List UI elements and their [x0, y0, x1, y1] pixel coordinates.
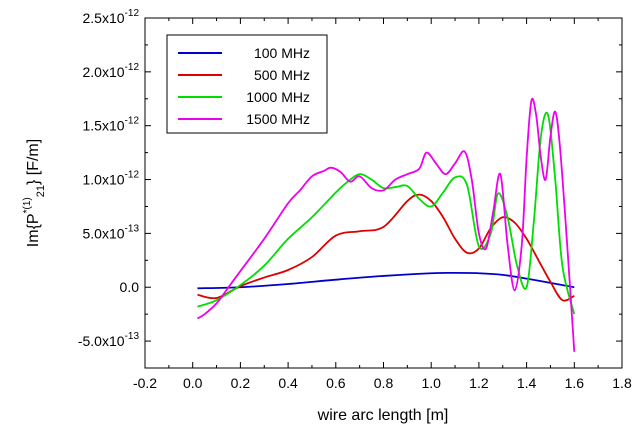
- tick-layer: -0.2 0.0 0.2 0.4 0.6 0.8 1.0 1.2 1.4 1.6 1.8 -5.0x1…: [78, 8, 632, 391]
- x-tick-label: 0.4: [278, 375, 298, 391]
- y-tick-label: 1.0x10-12: [83, 170, 140, 188]
- x-tick-label: 1.8: [612, 375, 632, 391]
- y-axis-title: Im{P*(1)21} [F/m]: [22, 139, 47, 247]
- x-tick-label: 0.6: [326, 375, 346, 391]
- y-axis-title-sub: 21: [35, 185, 47, 197]
- x-tick-label: -0.2: [133, 375, 157, 391]
- series-line-1000-mhz: [197, 111, 576, 315]
- x-tick-label: 1.6: [565, 375, 585, 391]
- y-tick-label: 2.5x10-12: [83, 8, 140, 26]
- y-axis-title-base: Im{P: [25, 213, 42, 247]
- legend-box: [166, 34, 328, 134]
- y-tick-label: 2.0x10-12: [83, 62, 140, 80]
- x-tick-label: 1.2: [469, 375, 489, 391]
- y-tick-label: 5.0x10-13: [83, 223, 140, 241]
- legend: 100 MHz 500 MHz 1000 MHz 1500 MHz: [166, 34, 328, 134]
- y-axis-title-tail: } [F/m]: [25, 139, 42, 185]
- legend-label: 100 MHz: [254, 45, 310, 61]
- series-line-1500-mhz: [197, 97, 576, 352]
- x-tick-label: 1.4: [517, 375, 537, 391]
- y-tick-label: 1.5x10-12: [83, 116, 140, 134]
- x-tick-label: 0.0: [183, 375, 203, 391]
- x-tick-label: 0.8: [374, 375, 394, 391]
- x-tick-label: 1.0: [421, 375, 441, 391]
- y-tick-label: -5.0x10-13: [78, 331, 140, 349]
- y-tick-label: 0.0: [120, 279, 140, 295]
- series-line-500-mhz: [197, 193, 575, 302]
- x-tick-label: 0.2: [231, 375, 251, 391]
- legend-label: 1500 MHz: [246, 111, 310, 127]
- x-axis-title: wire arc length [m]: [317, 407, 449, 424]
- legend-label: 1000 MHz: [246, 89, 310, 105]
- legend-items: 100 MHz 500 MHz 1000 MHz 1500 MHz: [178, 45, 310, 127]
- y-axis-title-sup: *(1): [22, 197, 33, 213]
- series-layer: [197, 97, 576, 352]
- legend-label: 500 MHz: [254, 67, 310, 83]
